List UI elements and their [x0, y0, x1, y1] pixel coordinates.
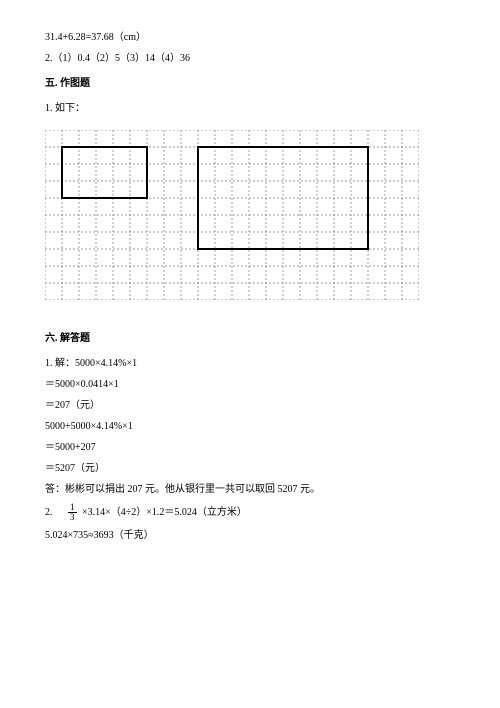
ans1-f: ＝5207（元）	[45, 461, 455, 476]
section-6-heading: 六. 解答题	[45, 331, 455, 346]
ans1-e: ＝5000+207	[45, 440, 455, 455]
ans2-a: 2. 1 3 ×3.14×（4÷2）×1.2＝5.024（立方米）	[45, 503, 455, 522]
ans2-pre: 2.	[45, 507, 63, 518]
ans1-b: ＝5000×0.0414×1	[45, 377, 455, 392]
ans1-g: 答：彬彬可以捐出 207 元。他从银行里一共可以取回 5207 元。	[45, 482, 455, 497]
ans1-a: 1. 解：5000×4.14%×1	[45, 356, 455, 371]
grid-svg	[45, 130, 419, 300]
fraction-one-third: 1 3	[68, 503, 77, 522]
calc-line-2: 2.（1）0.4（2）5（3）14（4）36	[45, 51, 455, 66]
fraction-denominator: 3	[68, 513, 77, 522]
calc-line-1: 31.4+6.28=37.68（cm）	[45, 30, 455, 45]
grid-figure	[45, 130, 455, 303]
ans1-c: ＝207（元）	[45, 398, 455, 413]
ans1-d: 5000+5000×4.14%×1	[45, 419, 455, 434]
ans2-b: 5.024×735≈3693（千克）	[45, 528, 455, 543]
section-5-line-1: 1. 如下：	[45, 101, 455, 116]
ans2-post: ×3.14×（4÷2）×1.2＝5.024（立方米）	[82, 507, 247, 518]
page-content: 31.4+6.28=37.68（cm） 2.（1）0.4（2）5（3）14（4）…	[0, 0, 500, 569]
section-5-heading: 五. 作图题	[45, 76, 455, 91]
